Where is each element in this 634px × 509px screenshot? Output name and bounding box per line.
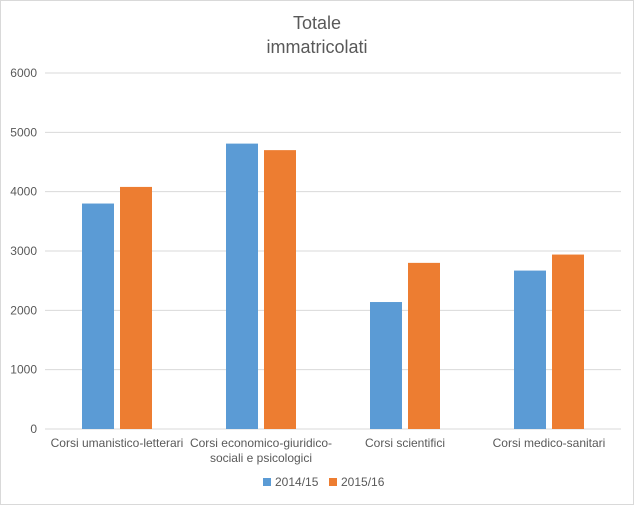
bar-2015-16-cat-1 [264,150,296,429]
bar-2014-15-cat-3 [514,270,546,429]
x-axis-categories: Corsi umanistico-letterari Corsi economic… [51,436,606,465]
bar-2015-16-cat-0 [120,186,152,429]
y-tick-label: 6000 [10,66,37,80]
legend: 2014/15 2015/16 [263,475,385,489]
bar-2015-16-cat-3 [552,254,584,429]
chart-title-line-1: Totale [293,13,341,33]
bar-2015-16-cat-2 [408,262,440,429]
y-tick-label: 0 [30,422,37,436]
legend-swatch-1 [329,478,337,486]
y-tick-label: 4000 [10,185,37,199]
bars [82,143,584,429]
chart-title-line-2: immatricolati [266,37,367,57]
category-label: sociali e psicologici [210,451,312,465]
category-label: Corsi medico-sanitari [493,436,606,450]
y-axis-ticks: 0 1000 2000 3000 4000 5000 6000 [10,66,37,436]
legend-label-0: 2014/15 [275,475,319,489]
category-label: Corsi umanistico-letterari [51,436,184,450]
legend-label-1: 2015/16 [341,475,385,489]
legend-swatch-0 [263,478,271,486]
bar-2014-15-cat-2 [370,302,402,429]
y-tick-label: 5000 [10,125,37,139]
bar-2014-15-cat-1 [226,143,258,429]
bar-2014-15-cat-0 [82,203,114,429]
category-label: Corsi economico-giuridico- [190,436,332,450]
y-tick-label: 1000 [10,363,37,377]
y-tick-label: 2000 [10,303,37,317]
y-tick-label: 3000 [10,244,37,258]
category-label: Corsi scientifici [365,436,445,450]
